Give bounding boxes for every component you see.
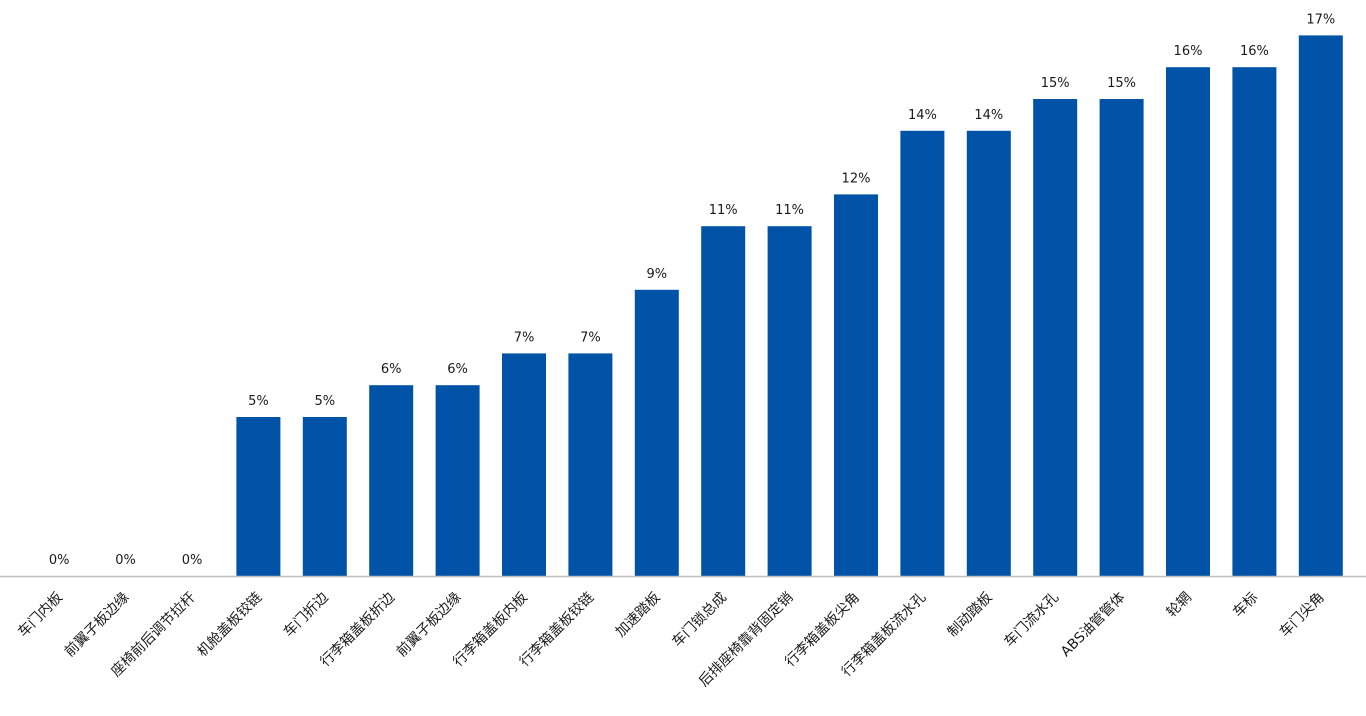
- category-label: 加速踏板: [613, 590, 664, 641]
- bar: [1033, 99, 1078, 576]
- data-label: 11%: [775, 203, 804, 218]
- data-label: 7%: [514, 330, 535, 345]
- category-label: 前翼子板边缘: [61, 589, 132, 660]
- data-label: 14%: [974, 108, 1003, 123]
- category-label: 车门尖角: [1276, 589, 1328, 641]
- category-label: 车门折边: [280, 589, 332, 641]
- data-label: 0%: [115, 553, 136, 568]
- category-label: 轮辋: [1164, 590, 1195, 621]
- bar: [369, 385, 414, 576]
- bar: [701, 226, 746, 576]
- bar: [1099, 99, 1144, 576]
- data-label: 5%: [248, 394, 269, 409]
- category-label: 车门内板: [14, 589, 66, 641]
- bar: [1298, 35, 1343, 576]
- data-label: 15%: [1107, 76, 1136, 91]
- bar: [568, 353, 613, 576]
- data-label: 17%: [1306, 12, 1335, 27]
- data-label: 16%: [1174, 44, 1203, 59]
- bars-layer: [236, 35, 1343, 577]
- data-label: 12%: [842, 171, 871, 186]
- bar: [1232, 67, 1277, 576]
- data-label: 11%: [709, 203, 738, 218]
- bar: [1166, 67, 1210, 576]
- category-label: ABS油管管体: [1058, 590, 1129, 661]
- data-label: 9%: [646, 267, 667, 282]
- bar: [435, 385, 480, 576]
- bar: [966, 130, 1011, 577]
- data-label: 6%: [447, 362, 468, 377]
- data-label: 7%: [580, 330, 601, 345]
- category-label: 车门流水孔: [1001, 589, 1063, 651]
- value-labels-layer: 0% 0% 0% 5% 5% 6% 6% 7% 7% 9% 11% 11% 12% 14% 14% 15% 15…: [49, 12, 1335, 568]
- data-label: 0%: [49, 553, 70, 568]
- data-label: 6%: [381, 362, 402, 377]
- bar: [834, 194, 878, 576]
- category-label: 车门锁总成: [669, 589, 731, 651]
- data-label: 14%: [908, 108, 937, 123]
- data-label: 0%: [182, 553, 203, 568]
- category-label: 制动踏板: [945, 590, 996, 641]
- data-label: 5%: [314, 394, 335, 409]
- bar: [767, 226, 812, 576]
- category-label: 前翼子板边缘: [393, 589, 464, 660]
- category-label: 车标: [1229, 589, 1261, 621]
- bar: [900, 130, 945, 577]
- data-label: 15%: [1041, 76, 1070, 91]
- bar: [502, 353, 546, 576]
- bar: [302, 417, 347, 576]
- data-label: 16%: [1240, 44, 1269, 59]
- bar: [634, 289, 679, 576]
- category-label: 机舱盖板铰链: [195, 590, 266, 661]
- bar: [236, 417, 281, 576]
